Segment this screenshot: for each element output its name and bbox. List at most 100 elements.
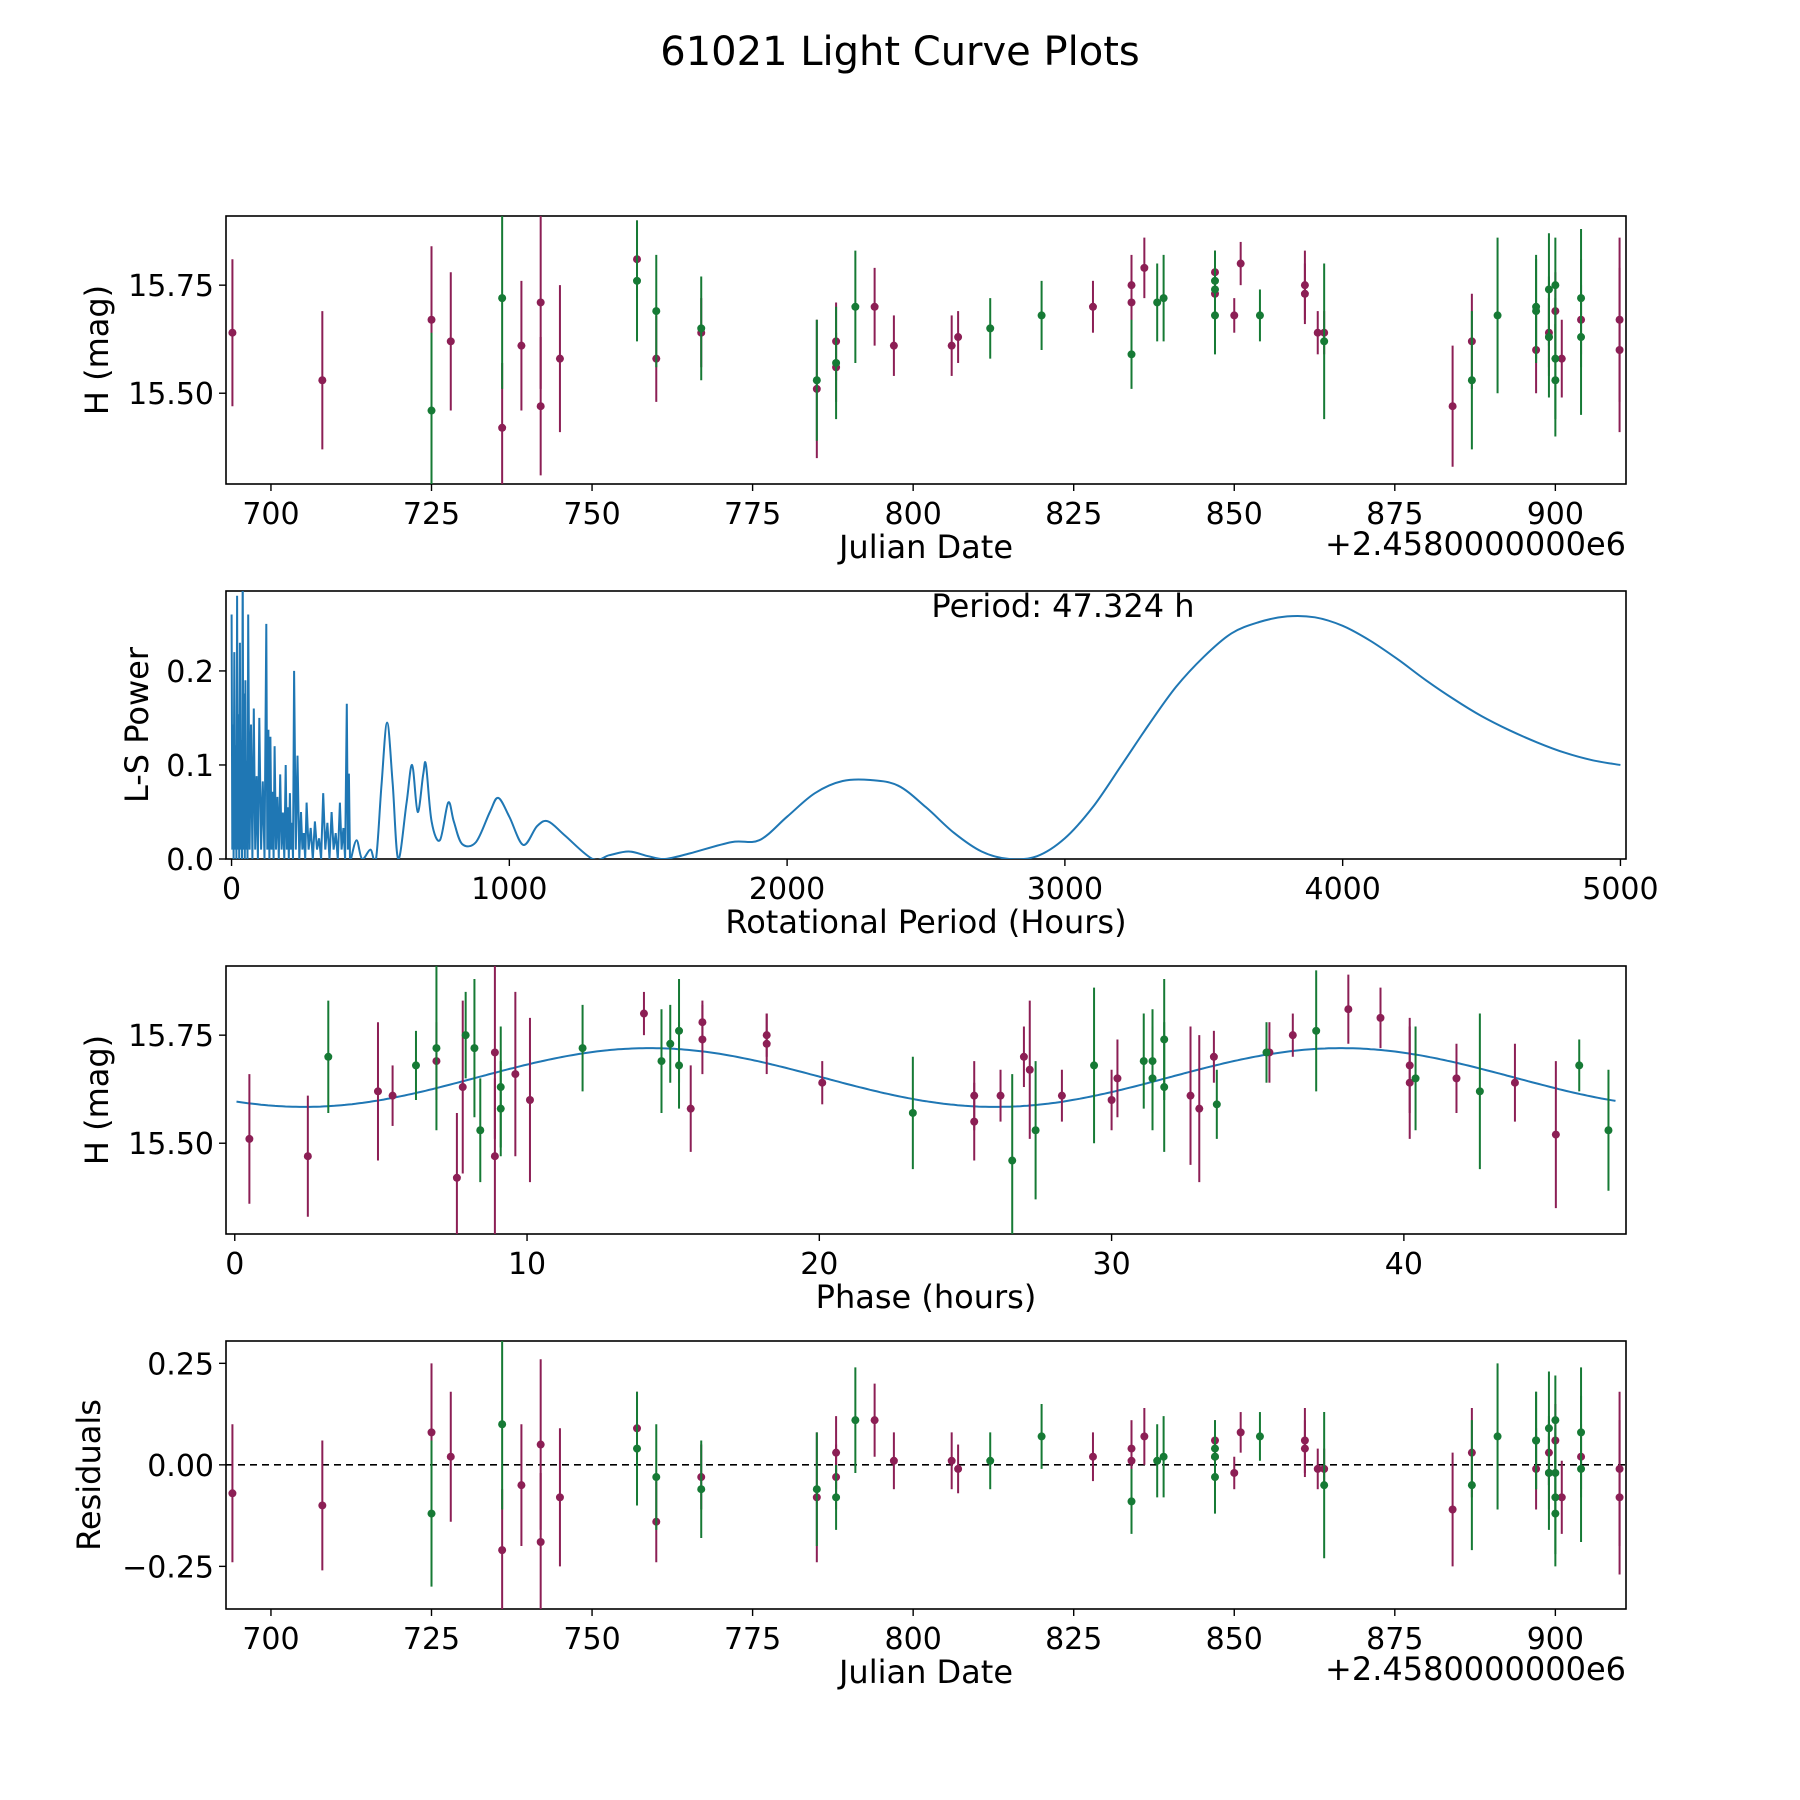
- phased-data-point: [1510, 1078, 1519, 1087]
- residuals-xtick-label: 700: [242, 1622, 299, 1657]
- residuals-data-point: [633, 1444, 642, 1453]
- lightcurve-ytick-label: 15.75: [128, 269, 214, 304]
- residuals-data-point: [1140, 1432, 1149, 1441]
- phased-data-point: [461, 1031, 470, 1040]
- residuals-data-point: [555, 1493, 564, 1502]
- phased-data-point: [452, 1173, 461, 1182]
- lightcurve-data-point: [1320, 337, 1329, 346]
- residuals-data-point: [1210, 1452, 1219, 1461]
- residuals-xlabel: Julian Date: [837, 1653, 1013, 1691]
- residuals-ytick-label: −0.25: [122, 1550, 214, 1585]
- periodogram-line: [350, 614, 1621, 859]
- phased-data-point: [1575, 1061, 1584, 1070]
- periodogram-lines: [230, 591, 1621, 859]
- phased-data-point: [511, 1070, 520, 1079]
- phased-data-point: [675, 1026, 684, 1035]
- lightcurve-data-point: [832, 358, 841, 367]
- phased-data-point: [324, 1052, 333, 1061]
- residuals-data-point: [1532, 1436, 1541, 1445]
- phased-data-point: [411, 1061, 420, 1070]
- phased-data-point: [1551, 1130, 1560, 1139]
- phased-data-point: [1139, 1057, 1148, 1066]
- lightcurve-data-point: [1088, 302, 1097, 311]
- periodogram-xtick-label: 4000: [1304, 872, 1380, 907]
- periodogram-ytick-label: 0.1: [166, 749, 214, 784]
- residuals-data-point: [1255, 1432, 1264, 1441]
- phased-data-point: [1107, 1096, 1116, 1104]
- lightcurve-data-point: [1127, 350, 1136, 359]
- residuals-xtick-label: 825: [1045, 1622, 1102, 1657]
- phased-data-point: [1312, 1026, 1321, 1035]
- phased-data-point: [1452, 1074, 1461, 1083]
- phased-data-point: [1344, 1005, 1353, 1014]
- residuals-xtick-label: 875: [1366, 1622, 1423, 1657]
- lightcurve-ytick-label: 15.50: [128, 377, 214, 412]
- residuals-data-point: [812, 1485, 821, 1494]
- residuals-data-point: [851, 1416, 860, 1425]
- residuals-data-point: [652, 1473, 661, 1482]
- residuals-data-point: [427, 1428, 436, 1437]
- lightcurve-data-point: [536, 298, 545, 307]
- lightcurve-xtick-label: 900: [1527, 497, 1584, 532]
- residuals-data-point: [1557, 1493, 1566, 1502]
- phased-data-point: [1113, 1074, 1122, 1083]
- periodogram-short-period-line: [230, 591, 351, 859]
- lightcurve-data-point: [1551, 281, 1560, 290]
- lightcurve-data-point: [555, 354, 564, 363]
- lightcurve-xtick-label: 700: [242, 497, 299, 532]
- residuals-data-point: [498, 1546, 507, 1555]
- phased-data-point: [1019, 1052, 1028, 1061]
- residuals-data-point: [1615, 1493, 1624, 1502]
- phased-data-point: [525, 1096, 534, 1104]
- residuals-data-point: [228, 1489, 237, 1498]
- residuals-xtick-label: 725: [403, 1622, 460, 1657]
- phased-data-point: [303, 1152, 312, 1161]
- phased-data-point: [458, 1083, 467, 1092]
- residuals-data-point: [536, 1538, 545, 1546]
- residuals-data-point: [832, 1493, 841, 1502]
- lightcurve-data-point: [517, 341, 526, 350]
- residuals-data-point: [318, 1501, 327, 1510]
- lightcurve-data-point: [1127, 281, 1136, 290]
- phased-data-point: [1405, 1078, 1414, 1087]
- lightcurve-data-point: [1037, 311, 1046, 320]
- lightcurve-data-point: [889, 341, 898, 350]
- periodogram-xtick-label: 5000: [1582, 872, 1658, 907]
- residuals-xtick-label: 850: [1206, 1622, 1263, 1657]
- phased-data-point: [818, 1078, 827, 1087]
- phased-data-point: [1186, 1091, 1195, 1100]
- lightcurve-data-point: [870, 302, 879, 311]
- phased-points: [245, 966, 1613, 1234]
- phased-data-point: [490, 1048, 499, 1057]
- phased-data-point: [1604, 1126, 1613, 1135]
- phased-data-point: [970, 1091, 979, 1100]
- phased-data-point: [1212, 1100, 1221, 1109]
- residuals-ylabel: Residuals: [70, 1399, 108, 1551]
- residuals-data-point: [1577, 1464, 1586, 1473]
- lightcurve-xlabel: Julian Date: [837, 528, 1013, 566]
- lightcurve-xtick-label: 825: [1045, 497, 1102, 532]
- residuals-data-point: [1320, 1481, 1329, 1490]
- phased-data-point: [1148, 1074, 1157, 1083]
- residuals-x-offset: +2.4580000000e6: [1325, 1650, 1626, 1688]
- lightcurve-ylabel: H (mag): [78, 285, 116, 415]
- phased-data-point: [762, 1039, 771, 1048]
- phased-ytick-label: 15.75: [128, 1019, 214, 1054]
- residuals-data-point: [1088, 1452, 1097, 1461]
- phased-xlabel: Phase (hours): [816, 1278, 1037, 1316]
- phased-data-point: [1376, 1013, 1385, 1022]
- lightcurve-data-point: [498, 423, 507, 432]
- periodogram-ylabel: L-S Power: [118, 646, 156, 803]
- residuals-data-point: [1037, 1432, 1046, 1441]
- lightcurve-data-point: [633, 276, 642, 285]
- phased-data-point: [686, 1104, 695, 1113]
- residuals-xtick-label: 775: [724, 1622, 781, 1657]
- residuals-data-point: [427, 1509, 436, 1518]
- phased-data-point: [1209, 1052, 1218, 1061]
- phased-ytick-label: 15.50: [128, 1127, 214, 1162]
- lightcurve-data-point: [954, 333, 963, 342]
- lightcurve-panel: Julian Date +2.4580000000e6 H (mag) 700 7…: [78, 215, 1627, 566]
- lightcurve-xtick-label: 775: [724, 497, 781, 532]
- phased-data-point: [496, 1104, 505, 1113]
- phased-data-point: [476, 1126, 485, 1135]
